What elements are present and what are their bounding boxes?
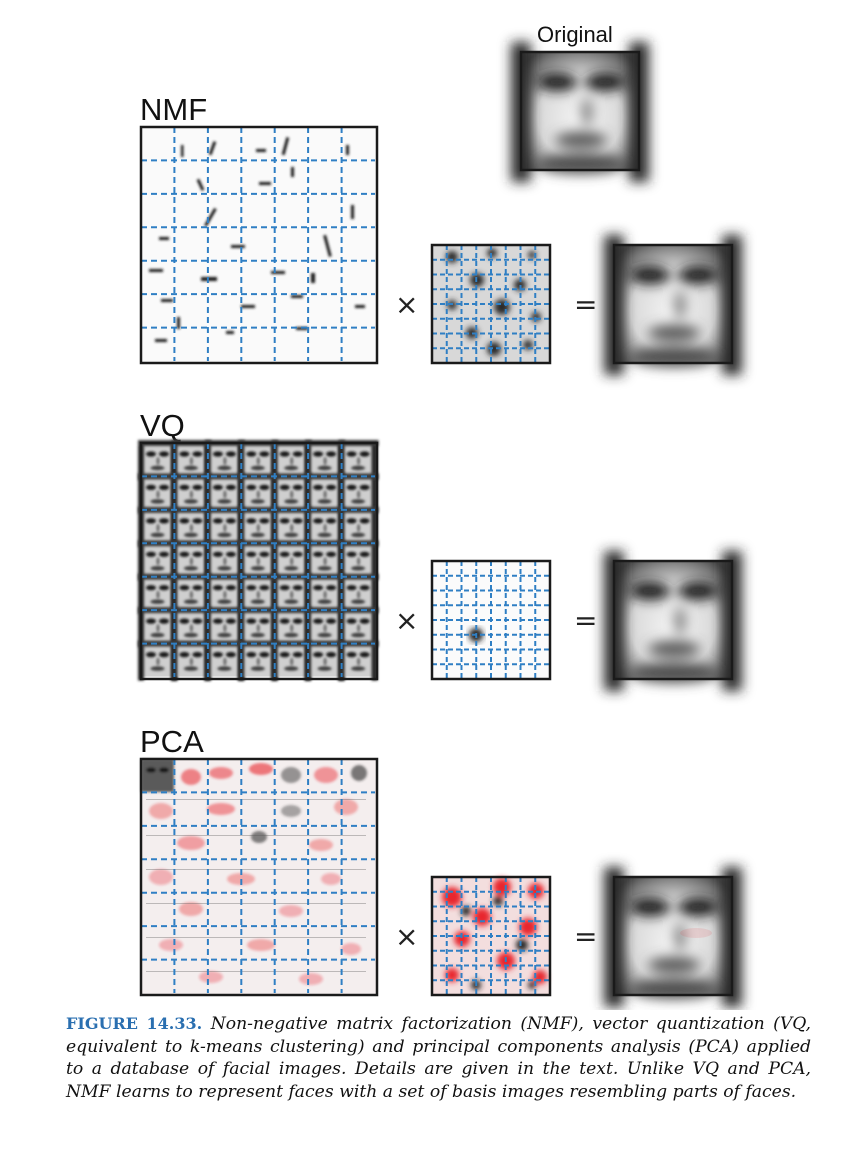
nmf-equals-operator: = xyxy=(574,288,598,321)
nmf-reconstruction-image xyxy=(604,235,742,375)
original-label: Original xyxy=(537,22,613,47)
vq-times-operator: × xyxy=(395,604,419,637)
nmf-times-operator: × xyxy=(395,288,419,321)
figure-graphic xyxy=(0,0,866,1010)
figure-number: FIGURE 14.33. xyxy=(66,1014,203,1033)
pca-label: PCA xyxy=(140,724,204,759)
pca-times-operator: × xyxy=(395,920,419,953)
vq-encoding-image xyxy=(430,559,552,681)
vq-reconstruction-image xyxy=(604,551,742,691)
original-face-image xyxy=(511,42,649,182)
pca-reconstruction-image xyxy=(604,867,742,1007)
pca-basis-images xyxy=(139,757,379,997)
nmf-label: NMF xyxy=(140,92,208,127)
nmf-basis-images xyxy=(139,125,379,365)
vq-basis-images xyxy=(138,440,379,681)
caption-text: Non-negative matrix factorization (NMF),… xyxy=(66,1014,811,1102)
pca-equals-operator: = xyxy=(574,920,598,953)
nmf-encoding-image xyxy=(430,243,552,365)
pca-encoding-image xyxy=(430,875,552,997)
figure-caption: FIGURE 14.33. Non-negative matrix factor… xyxy=(66,1013,811,1103)
vq-equals-operator: = xyxy=(574,604,598,637)
vq-label: VQ xyxy=(140,408,185,443)
